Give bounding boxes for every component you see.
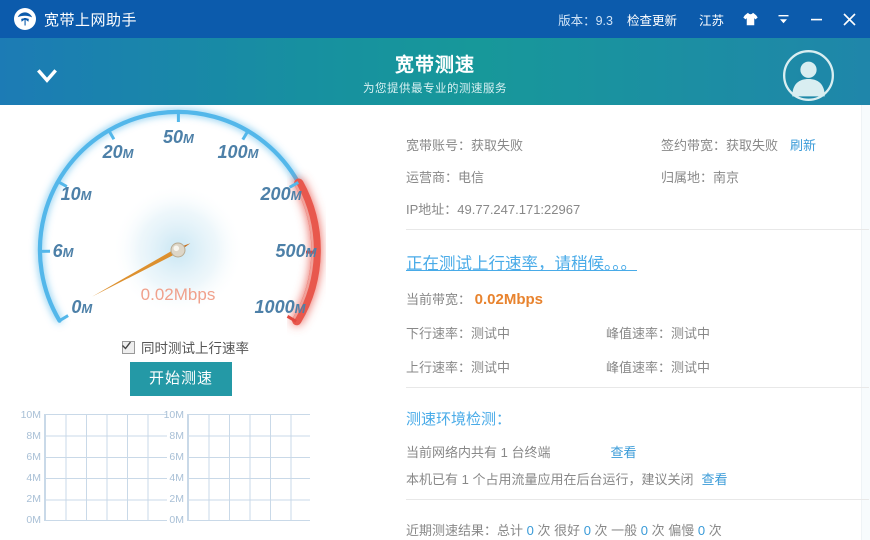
- svg-text:0M: 0M: [71, 297, 93, 317]
- svg-text:50M: 50M: [163, 127, 195, 147]
- svg-text:6M: 6M: [53, 241, 75, 261]
- svg-text:10M: 10M: [61, 184, 93, 204]
- svg-text:1000M: 1000M: [255, 297, 307, 317]
- svg-text:20M: 20M: [102, 142, 135, 162]
- svg-text:100M: 100M: [218, 142, 260, 162]
- svg-text:0.02Mbps: 0.02Mbps: [141, 285, 216, 304]
